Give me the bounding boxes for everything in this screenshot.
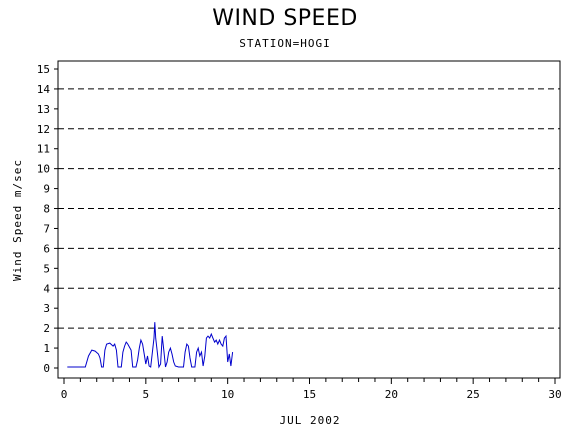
x-tick-label-0: 0 bbox=[61, 388, 68, 401]
y-tick-label-6: 6 bbox=[43, 242, 50, 255]
wind-speed-line-0 bbox=[67, 322, 234, 369]
x-tick-label-25: 25 bbox=[467, 388, 480, 401]
y-tick-label-1: 1 bbox=[43, 342, 50, 355]
y-tick-label-14: 14 bbox=[37, 83, 51, 96]
x-axis: 0 5 10 15 20 25 30 bbox=[61, 378, 562, 401]
y-tick-label-9: 9 bbox=[43, 183, 50, 196]
x-tick-label-15: 15 bbox=[303, 388, 316, 401]
y-tick-label-3: 3 bbox=[43, 302, 50, 315]
y-tick-label-11: 11 bbox=[37, 143, 50, 156]
grid-lines bbox=[58, 88, 560, 329]
chart-subtitle: STATION=HOGI bbox=[239, 37, 331, 50]
y-tick-label-0: 0 bbox=[43, 362, 50, 375]
plot-frame bbox=[57, 60, 561, 379]
y-axis-title: Wind Speed m/sec bbox=[11, 159, 24, 281]
x-tick-label-30: 30 bbox=[548, 388, 561, 401]
y-tick-label-4: 4 bbox=[43, 282, 50, 295]
y-tick-label-15: 15 bbox=[37, 63, 50, 76]
x-axis-title: JUL 2002 bbox=[280, 414, 341, 427]
y-tick-label-10: 10 bbox=[37, 163, 50, 176]
y-tick-label-13: 13 bbox=[37, 103, 50, 116]
x-tick-label-10: 10 bbox=[221, 388, 234, 401]
x-tick-label-5: 5 bbox=[143, 388, 150, 401]
x-tick-label-20: 20 bbox=[385, 388, 398, 401]
series-layer bbox=[67, 322, 234, 369]
y-tick-label-8: 8 bbox=[43, 203, 50, 216]
chart-title: WIND SPEED bbox=[212, 6, 358, 31]
y-tick-label-5: 5 bbox=[43, 262, 50, 275]
y-tick-label-2: 2 bbox=[43, 322, 50, 335]
y-tick-label-12: 12 bbox=[37, 123, 50, 136]
y-tick-label-7: 7 bbox=[43, 222, 50, 235]
